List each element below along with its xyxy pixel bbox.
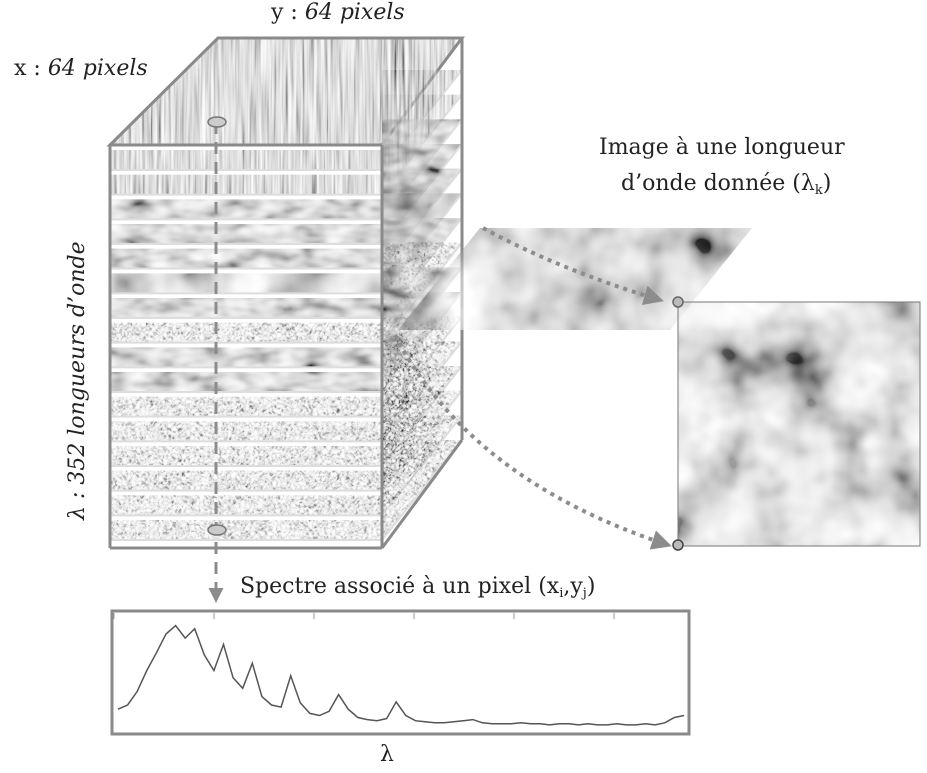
spectrum-curve	[117, 624, 685, 726]
spectrum-x-label: λ	[380, 742, 394, 767]
cube-frame	[108, 38, 464, 550]
corner-marker-top	[672, 296, 684, 308]
bottom-corner-arrow	[393, 334, 672, 550]
corner-marker-bottom	[672, 539, 684, 551]
correspondence-arrows	[393, 226, 672, 550]
spectrum-frame	[110, 609, 691, 736]
wavelength-image	[677, 301, 921, 547]
image-caption-line2: d’onde donnée (λk)	[621, 171, 832, 198]
wavelength-count-label: λ : 352 longueurs d’onde	[65, 241, 90, 520]
x-dimension-label: x : 64 pixels	[14, 56, 148, 81]
top-corner-arrow	[482, 226, 664, 305]
bottom-pixel-marker	[207, 524, 227, 536]
image-caption-line1: Image à une longueur	[599, 135, 845, 160]
spectrum-caption: Spectre associé à un pixel (xi,yj)	[240, 574, 596, 601]
spectrum-plot	[110, 609, 691, 736]
top-pixel-marker	[207, 116, 227, 128]
y-dimension-label: y : 64 pixels	[271, 0, 405, 25]
spectrum-ticks	[113, 613, 615, 619]
pixel-spectrum-arrow	[207, 116, 227, 603]
